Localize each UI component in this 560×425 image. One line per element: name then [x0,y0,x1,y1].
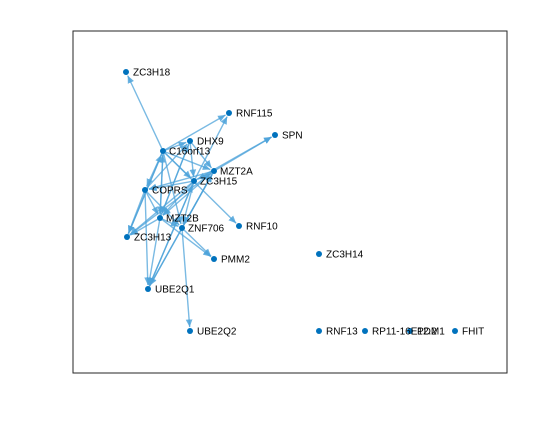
node-rp11-16e12-2 [362,328,368,334]
node-coprs [142,187,148,193]
node-ube2q1 [145,286,151,292]
node-label-fhit: FHIT [462,327,484,338]
node-label-znf706: ZNF706 [188,224,225,235]
node-label-ube2q2: UBE2Q2 [197,327,237,338]
node-zc3h18 [123,69,129,75]
node-label-spn: SPN [282,131,303,142]
node-label-rnf13: RNF13 [326,327,358,338]
node-zc3h13 [124,234,130,240]
node-zc3h15 [191,178,197,184]
node-znf706 [179,225,185,231]
node-label-rnf115: RNF115 [236,109,273,120]
node-rnf13 [316,328,322,334]
node-fhit [452,328,458,334]
node-mzt2a [211,168,217,174]
node-label-pmm2: PMM2 [221,255,250,266]
axes-box [73,31,507,373]
node-rnf115 [226,110,232,116]
node-label-pdm1: PDM1 [417,327,445,338]
node-label-coprs: COPRS [152,186,188,197]
node-label-c16orf13: C16orf13 [169,147,211,158]
node-mzt2b [157,215,163,221]
node-label-rnf10: RNF10 [246,222,278,233]
node-label-ube2q1: UBE2Q1 [155,285,195,296]
node-label-zc3h15: ZC3H15 [200,177,238,188]
node-rnf10 [236,223,242,229]
node-c16orf13 [160,148,166,154]
node-label-zc3h18: ZC3H18 [133,68,171,79]
node-spn [272,132,278,138]
node-dhx9 [187,138,193,144]
node-pmm2 [211,256,217,262]
node-ube2q2 [187,328,193,334]
node-label-zc3h14: ZC3H14 [326,250,364,261]
node-label-zc3h13: ZC3H13 [134,233,172,244]
node-zc3h14 [316,251,322,257]
